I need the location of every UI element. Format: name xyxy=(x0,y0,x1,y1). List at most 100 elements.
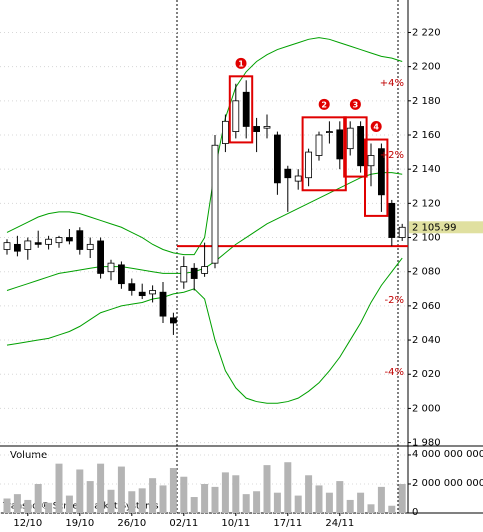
volume-bar xyxy=(273,492,281,513)
volume-bar xyxy=(3,498,11,513)
candle-body xyxy=(242,91,250,127)
y-tick-label: 2 020 xyxy=(412,369,441,380)
y-tick-label: 2 000 xyxy=(412,403,441,414)
pattern-marker xyxy=(349,98,361,110)
candle-body xyxy=(284,168,292,179)
candle-body xyxy=(325,131,333,133)
x-tick-label: 26/10 xyxy=(117,518,146,529)
x-tick-label: 12/10 xyxy=(13,518,42,529)
volume-title: Volume xyxy=(10,450,47,461)
pattern-label: 1 xyxy=(238,59,244,68)
y-tick-label: 2 080 xyxy=(412,267,441,278)
candle-body xyxy=(357,126,365,167)
candle-body xyxy=(86,243,94,250)
volume-bar xyxy=(294,495,302,513)
volume-bar xyxy=(24,499,32,513)
band-label: -4% xyxy=(385,367,404,378)
volume-bar xyxy=(253,491,261,513)
volume-bar xyxy=(76,469,84,513)
volume-bar xyxy=(305,475,313,513)
pattern-label: 2 xyxy=(321,100,327,109)
candle-body xyxy=(367,155,375,167)
volume-bar xyxy=(97,463,105,513)
band-label: +2% xyxy=(380,150,404,161)
pattern-marker xyxy=(318,98,330,110)
volume-bar xyxy=(201,483,209,513)
y-tick-label: 4 000 000 000 xyxy=(412,449,483,460)
y-tick-label: 2 000 000 000 xyxy=(412,478,483,489)
pattern-label: 4 xyxy=(373,123,379,132)
candle-body xyxy=(169,317,177,324)
y-tick-label: 2 100 xyxy=(412,233,441,244)
candle-body xyxy=(273,134,281,184)
volume-bar xyxy=(336,481,344,513)
candle-body xyxy=(55,237,63,244)
y-tick-label: 2 200 xyxy=(412,62,441,73)
volume-bar xyxy=(377,486,385,513)
volume-bar xyxy=(232,475,240,513)
volume-bar xyxy=(242,494,250,513)
volume-bar xyxy=(315,485,323,513)
candle-body xyxy=(66,237,73,242)
candle-body xyxy=(263,126,271,129)
y-tick-label: 2 140 xyxy=(412,164,441,175)
pattern-box xyxy=(364,138,389,217)
volume-bar xyxy=(34,483,42,513)
x-tick-label: 02/11 xyxy=(169,518,198,529)
candle-body xyxy=(24,240,32,250)
candle-body xyxy=(128,283,136,291)
x-tick-label: 24/11 xyxy=(325,518,354,529)
y-tick-label: 2 160 xyxy=(412,130,441,141)
candle-body xyxy=(253,126,261,132)
volume-bar xyxy=(325,492,333,513)
candle-body xyxy=(221,120,229,144)
volume-bar xyxy=(13,494,21,513)
candle-body xyxy=(398,226,406,238)
candle-body xyxy=(138,291,146,297)
candle-body xyxy=(190,267,198,279)
volume-bar xyxy=(107,489,115,513)
candle-body xyxy=(305,151,313,179)
candle-body xyxy=(45,238,52,245)
y-tick-label: 1 980 xyxy=(412,438,441,449)
y-tick-label: 2 040 xyxy=(412,335,441,346)
candle-body xyxy=(336,129,344,160)
volume-bar xyxy=(398,483,406,513)
candle-body xyxy=(159,291,167,317)
last-price-label: 2 105.99 xyxy=(412,222,457,233)
volume-bar xyxy=(65,495,73,513)
candle-body xyxy=(377,148,385,196)
pattern-box xyxy=(301,116,347,192)
x-tick-label: 19/10 xyxy=(65,518,94,529)
candle-body xyxy=(3,242,11,250)
volume-bar xyxy=(138,488,146,513)
volume-bar xyxy=(284,462,292,513)
candle-body xyxy=(180,266,188,283)
volume-bar xyxy=(263,465,271,513)
candle-body xyxy=(201,266,209,274)
pattern-box xyxy=(343,116,368,178)
candle-body xyxy=(211,144,219,264)
pattern-box xyxy=(228,75,254,144)
candle-body xyxy=(118,264,125,285)
pattern-marker xyxy=(235,57,247,69)
candle-body xyxy=(388,202,396,238)
candle-body xyxy=(13,243,21,252)
volume-bar xyxy=(221,472,229,513)
last-price-box xyxy=(409,221,483,234)
volume-bar xyxy=(346,499,354,513)
volume-bar xyxy=(45,502,53,513)
candle-body xyxy=(346,127,354,150)
y-tick-label: 0 xyxy=(412,507,418,518)
volume-bar xyxy=(117,466,125,513)
volume-bar xyxy=(388,505,396,513)
volume-bar xyxy=(357,492,365,513)
volume-bar xyxy=(211,486,219,513)
y-tick-label: 2 060 xyxy=(412,301,441,312)
candle-body xyxy=(97,240,104,274)
volume-bar xyxy=(190,497,198,513)
y-tick-label: 2 180 xyxy=(412,96,441,107)
volume-bar xyxy=(180,476,188,513)
x-tick-label: 17/11 xyxy=(273,518,302,529)
